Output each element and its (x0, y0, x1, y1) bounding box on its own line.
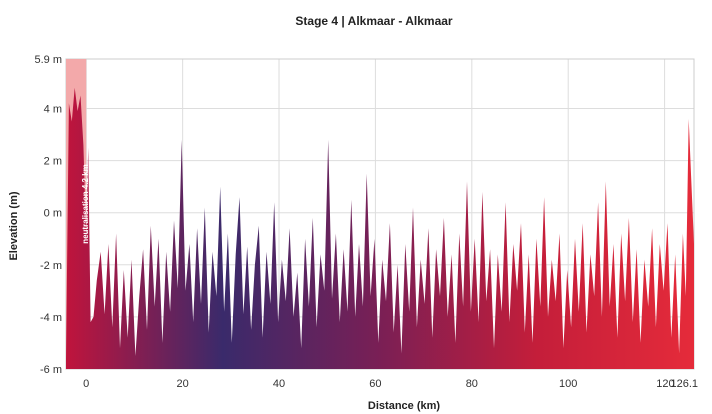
x-tick-label: 20 (177, 378, 189, 390)
elevation-profile-area (66, 87, 694, 369)
y-axis-ticks: -6 m -4 m -2 m 0 m 2 m 4 m 5.9 m (34, 54, 62, 376)
y-tick-label: -6 m (40, 364, 62, 376)
x-tick-label: 0 (83, 378, 89, 390)
y-tick-label: 0 m (44, 208, 62, 220)
neutral-zone-label: neutralisation 4.2 km (81, 164, 90, 244)
chart-title: Stage 4 | Alkmaar - Alkmaar (295, 14, 453, 28)
x-tick-label: 120 (656, 378, 674, 390)
x-tick-label: 80 (466, 378, 478, 390)
x-tick-label: 126.1 (670, 378, 698, 390)
y-tick-label: -2 m (40, 260, 62, 272)
y-tick-label: 2 m (44, 156, 62, 168)
plot-area: neutralisation 4.2 km (66, 59, 694, 369)
x-tick-label: 100 (559, 378, 577, 390)
x-axis-label: Distance (km) (368, 400, 440, 412)
x-tick-label: 60 (369, 378, 381, 390)
y-tick-label: 4 m (44, 103, 62, 115)
y-tick-label: -4 m (40, 312, 62, 324)
x-tick-label: 40 (273, 378, 285, 390)
y-tick-label: 5.9 m (34, 54, 62, 66)
y-axis-label: Elevation (m) (8, 191, 20, 260)
